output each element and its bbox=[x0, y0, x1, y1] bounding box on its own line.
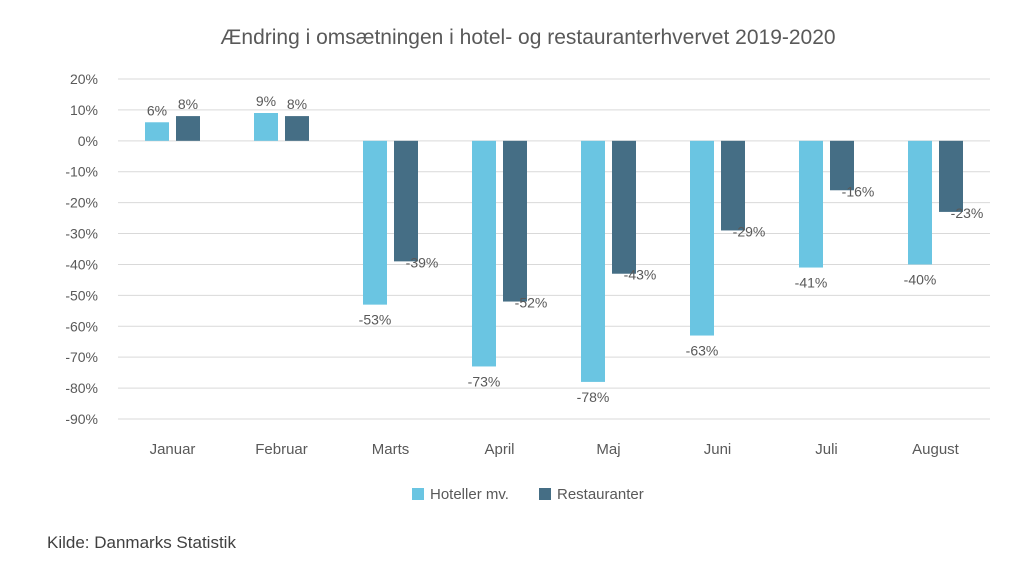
data-label: -52% bbox=[515, 295, 548, 311]
y-axis-ticks: 20% 10% 0% -10% -20% -30% -40% -50% -60% -70% -80%… bbox=[65, 71, 98, 427]
y-tick-label: -90% bbox=[65, 411, 98, 427]
x-category-label: Juli bbox=[815, 441, 838, 458]
bar-hoteller bbox=[908, 140, 932, 265]
bar-hoteller bbox=[581, 140, 605, 382]
data-label: 6% bbox=[147, 102, 167, 118]
data-label: -39% bbox=[406, 254, 439, 270]
bar-restauranter bbox=[939, 140, 963, 212]
bar-hoteller bbox=[799, 140, 823, 268]
data-label: 8% bbox=[178, 96, 198, 112]
y-tick-label: -30% bbox=[65, 226, 98, 242]
bar-restauranter bbox=[830, 140, 854, 191]
data-label: -23% bbox=[951, 205, 984, 221]
source-note: Kilde: Danmarks Statistik bbox=[47, 533, 236, 552]
y-tick-label: -40% bbox=[65, 256, 98, 272]
legend-swatch bbox=[412, 488, 424, 500]
x-category-label: Marts bbox=[372, 441, 410, 458]
y-tick-label: 10% bbox=[70, 102, 98, 118]
bar-restauranter bbox=[285, 116, 309, 141]
data-label: -29% bbox=[733, 223, 766, 239]
data-label: -41% bbox=[795, 275, 828, 291]
x-category-label: August bbox=[912, 441, 960, 458]
bar-restauranter bbox=[176, 116, 200, 141]
bar-restauranter bbox=[612, 140, 636, 274]
legend-swatch bbox=[539, 488, 551, 500]
y-tick-label: 20% bbox=[70, 71, 98, 87]
data-labels: 6% 8% 9% 8% -53% -39% -73% -52% -78% -43% -63% -29%… bbox=[147, 93, 983, 405]
x-category-label: Maj bbox=[596, 441, 620, 458]
bar-hoteller bbox=[145, 122, 169, 141]
y-tick-label: -10% bbox=[65, 164, 98, 180]
legend: Hoteller mv. Restauranter bbox=[412, 486, 644, 503]
y-tick-label: -60% bbox=[65, 318, 98, 334]
legend-label: Restauranter bbox=[557, 486, 644, 503]
data-label: 9% bbox=[256, 93, 276, 109]
legend-label: Hoteller mv. bbox=[430, 486, 509, 503]
bar-hoteller bbox=[254, 113, 278, 141]
y-tick-label: -80% bbox=[65, 380, 98, 396]
x-category-label: Januar bbox=[150, 441, 196, 458]
data-label: -63% bbox=[686, 343, 719, 359]
x-axis-categories: Januar Februar Marts April Maj Juni Juli August bbox=[150, 441, 960, 458]
bar-hoteller bbox=[363, 140, 387, 305]
bars bbox=[145, 113, 963, 382]
bar-restauranter bbox=[394, 140, 418, 262]
data-label: -73% bbox=[468, 373, 501, 389]
data-label: 8% bbox=[287, 96, 307, 112]
data-label: -16% bbox=[842, 183, 875, 199]
data-label: -40% bbox=[904, 271, 937, 287]
bar-restauranter bbox=[503, 140, 527, 302]
y-tick-label: -50% bbox=[65, 287, 98, 303]
data-label: -43% bbox=[624, 267, 657, 283]
bar-hoteller bbox=[472, 140, 496, 367]
y-tick-label: -70% bbox=[65, 349, 98, 365]
x-category-label: April bbox=[484, 441, 514, 458]
gridlines bbox=[118, 78, 990, 420]
bar-restauranter bbox=[721, 140, 745, 231]
y-tick-label: 0% bbox=[78, 133, 98, 149]
data-label: -78% bbox=[577, 389, 610, 405]
bar-hoteller bbox=[690, 140, 714, 336]
y-tick-label: -20% bbox=[65, 195, 98, 211]
chart-title: Ændring i omsætningen i hotel- og restau… bbox=[220, 26, 835, 49]
data-label: -53% bbox=[359, 312, 392, 328]
x-category-label: Juni bbox=[704, 441, 732, 458]
x-category-label: Februar bbox=[255, 441, 308, 458]
